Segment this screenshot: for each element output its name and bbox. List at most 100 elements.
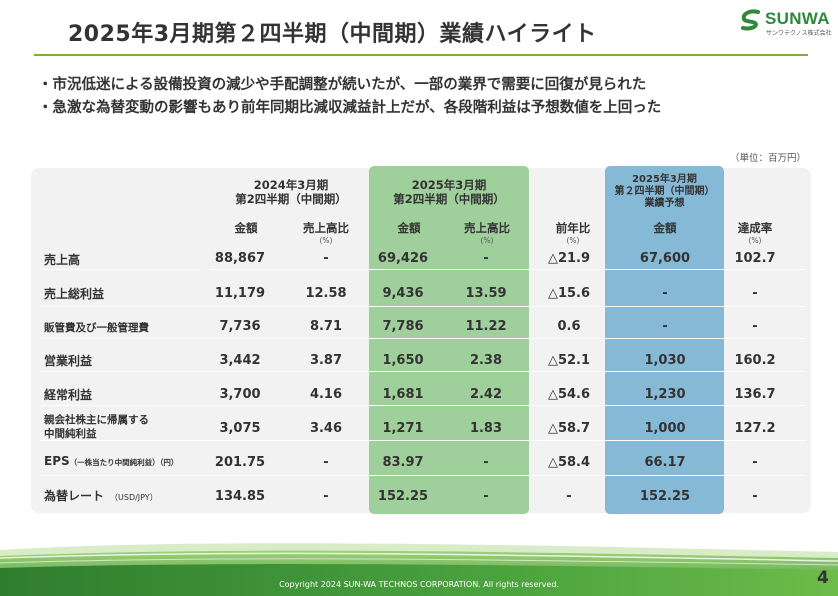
bullet-item: ・急激な為替変動の影響もあり前年同期比減収減益計上だが、各段階利益は予想数値を上… (38, 100, 662, 116)
page-title: 2025年3月期第２四半期（中間期）業績ハイライト (68, 22, 597, 47)
table-cell: - (323, 489, 329, 504)
row-label: EPS（一株当たり中間純利益）（円） (44, 454, 179, 468)
row-label: 営業利益 (44, 354, 93, 368)
table-cell: 136.7 (734, 387, 776, 402)
table-cell: △52.1 (547, 353, 591, 368)
table-cell: - (483, 489, 489, 504)
col-header-amount: 金額 (653, 221, 677, 235)
col-header-amount: 金額 (234, 221, 258, 235)
col-header-yoy: 前年比 (555, 221, 591, 235)
table-cell: - (752, 455, 758, 470)
row-divider (40, 440, 805, 441)
col-header-pct-unit: (%) (748, 236, 762, 245)
table-cell: 66.17 (644, 455, 686, 470)
table-cell: △58.4 (547, 455, 591, 470)
table-cell: 152.25 (377, 489, 429, 504)
group-header-prev: 2024年3月期 第2四半期（中間期） (235, 178, 347, 206)
table-cell: - (752, 489, 758, 504)
table-cell: 2.38 (469, 353, 503, 368)
table-cell: 0.6 (557, 319, 581, 334)
bullet-item: ・市況低迷による設備投資の減少や手配調整が続いたが、一部の業界で需要に回復が見ら… (38, 77, 647, 93)
table-cell: 8.71 (309, 319, 343, 334)
col-header-sales-ratio: 売上高比 (303, 221, 349, 235)
table-cell: 1,271 (382, 421, 424, 436)
table-cell: 134.85 (214, 489, 266, 504)
row-divider (40, 475, 805, 476)
table-cell: 2.42 (469, 387, 503, 402)
title-underline (34, 54, 808, 56)
table-cell: 9,436 (382, 286, 424, 301)
table-cell: 3,442 (219, 353, 261, 368)
table-cell: - (323, 455, 329, 470)
table-cell: 11.22 (465, 319, 507, 334)
row-label: 売上総利益 (44, 287, 105, 301)
col-header-sales-ratio: 売上高比 (464, 221, 510, 235)
col-header-pct-unit: (%) (566, 236, 580, 245)
table-cell: 3,700 (219, 387, 261, 402)
company-logo: SUNWA サンワテクノス株式会社 (738, 8, 832, 37)
footer-wave-band (0, 543, 838, 596)
table-cell: 3,075 (219, 421, 261, 436)
table-cell: 3.46 (309, 421, 343, 436)
table-cell: 13.59 (465, 286, 507, 301)
summary-bullets: ・市況低迷による設備投資の減少や手配調整が続いたが、一部の業界で需要に回復が見ら… (38, 74, 661, 120)
table-cell: 1.83 (469, 421, 503, 436)
table-cell: - (662, 286, 668, 301)
col-header-achievement: 達成率 (737, 221, 773, 235)
table-cell: - (752, 319, 758, 334)
table-cell: 69,426 (377, 251, 429, 266)
forecast-highlight (605, 166, 724, 514)
col-header-pct-unit: (%) (319, 236, 333, 245)
table-cell: 7,786 (382, 319, 424, 334)
sunwa-logo-icon (741, 9, 760, 31)
row-divider (40, 371, 805, 372)
table-cell: 12.58 (305, 286, 347, 301)
row-label: 売上高 (44, 253, 81, 267)
table-cell: △21.9 (547, 251, 591, 266)
table-cell: 83.97 (382, 455, 424, 470)
table-cell: △15.6 (547, 286, 591, 301)
group-header-forecast: 2025年3月期 第２四半期（中間期） 業績予想 (614, 174, 715, 209)
table-cell: △58.7 (547, 421, 591, 436)
table-cell: 201.75 (214, 455, 266, 470)
row-label: 経常利益 (44, 388, 93, 402)
table-cell: - (323, 251, 329, 266)
table-cell: 127.2 (734, 421, 776, 436)
table-cell: 152.25 (639, 489, 691, 504)
copyright-text: Copyright 2024 SUN-WA TECHNOS CORPORATIO… (279, 580, 559, 589)
table-cell: 1,230 (644, 387, 686, 402)
table-cell: △54.6 (547, 387, 591, 402)
row-divider (40, 269, 200, 270)
col-header-amount: 金額 (397, 221, 421, 235)
table-cell: 88,867 (214, 251, 266, 266)
table-cell: 1,000 (644, 421, 686, 436)
row-label: 親会社株主に帰属する 中間純利益 (44, 414, 149, 440)
table-cell: 1,030 (644, 353, 686, 368)
col-header-pct-unit: (%) (480, 236, 494, 245)
current-period-highlight (369, 166, 529, 514)
table-cell: 3.87 (309, 353, 343, 368)
row-label: 販管費及び一般管理費 (44, 322, 149, 334)
row-divider (40, 306, 805, 307)
table-cell: - (662, 319, 668, 334)
table-cell: - (566, 489, 572, 504)
logo-subtitle: サンワテクノス株式会社 (766, 30, 832, 37)
table-cell: 160.2 (734, 353, 776, 368)
group-header-current: 2025年3月期 第2四半期（中間期） (393, 178, 505, 206)
table-cell: 7,736 (219, 319, 261, 334)
row-divider (40, 405, 805, 406)
row-divider (40, 338, 805, 339)
unit-note: （単位：百万円） (730, 153, 807, 164)
table-cell: 1,650 (382, 353, 424, 368)
row-divider (210, 269, 805, 270)
table-cell: 102.7 (734, 251, 776, 266)
table-cell: 1,681 (382, 387, 424, 402)
table-cell: - (483, 455, 489, 470)
page-number: 4 (817, 568, 829, 588)
table-cell: 4.16 (309, 387, 343, 402)
table-cell: 11,179 (214, 286, 266, 301)
logo-name: SUNWA (765, 9, 830, 28)
row-label: 為替レート （USD/JPY） (44, 489, 158, 503)
table-cell: 67,600 (639, 251, 691, 266)
table-cell: - (752, 286, 758, 301)
